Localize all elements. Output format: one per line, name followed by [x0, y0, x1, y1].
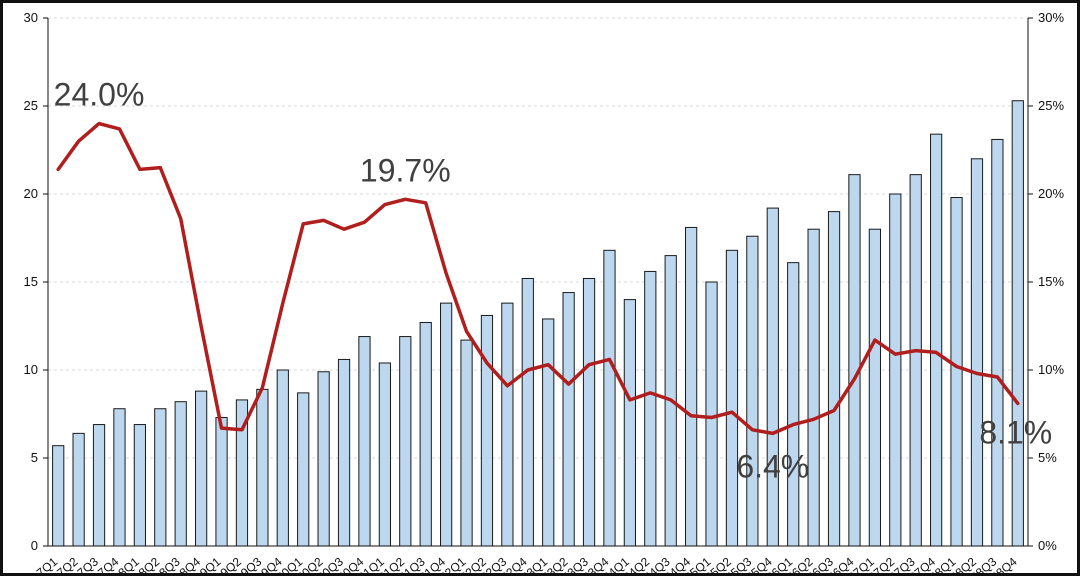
bar	[766, 207, 779, 547]
bar	[113, 408, 126, 547]
bar	[746, 235, 759, 547]
bar	[440, 302, 453, 547]
left-tick-label: 25	[24, 98, 38, 113]
right-tick-label: 0%	[1038, 538, 1057, 553]
bar	[358, 336, 371, 547]
bar	[399, 336, 412, 547]
left-tick-label: 30	[24, 10, 38, 25]
bar	[623, 299, 636, 547]
bar-series	[52, 100, 1024, 547]
bar	[174, 401, 187, 547]
left-tick-label: 0	[31, 538, 38, 553]
growth-line	[56, 121, 1020, 436]
right-tick-label: 15%	[1038, 274, 1064, 289]
right-tick-label: 20%	[1038, 186, 1064, 201]
bar	[848, 174, 861, 547]
bar	[256, 388, 269, 547]
annotation-label: 6.4%	[736, 448, 809, 484]
left-axis-ticks: 0 5 10 15 20 25 30	[24, 10, 38, 553]
bar	[337, 358, 351, 547]
bar	[480, 314, 494, 547]
bar	[215, 417, 228, 547]
left-tick-label: 10	[24, 362, 38, 377]
right-tick-label: 10%	[1038, 362, 1064, 377]
bar	[542, 318, 555, 547]
bar	[970, 158, 984, 547]
left-tick-label: 20	[24, 186, 38, 201]
x-axis-ticks: 17Q117Q217Q317Q418Q118Q218Q318Q419Q119Q2…	[29, 554, 1020, 573]
bar	[378, 362, 391, 547]
bar	[868, 228, 881, 547]
left-tick-label: 15	[24, 274, 38, 289]
bar	[582, 277, 596, 547]
annotation-label: 24.0%	[54, 77, 145, 113]
bar	[807, 228, 820, 547]
right-tick-label: 30%	[1038, 10, 1064, 25]
bar	[827, 211, 841, 547]
bar	[133, 424, 146, 547]
left-tick-label: 5	[31, 450, 38, 465]
bar	[317, 371, 330, 547]
bar	[909, 174, 922, 547]
bar	[787, 262, 800, 547]
bar	[562, 292, 575, 547]
bar	[195, 390, 208, 547]
bar	[154, 408, 167, 547]
annotations: 24.0% 19.7% 6.4% 8.1%	[54, 77, 1053, 485]
bar	[521, 277, 534, 547]
bar	[603, 249, 616, 547]
axes	[43, 17, 1033, 547]
bar	[1011, 100, 1024, 547]
bar	[501, 302, 514, 547]
bar	[644, 270, 657, 547]
bar	[889, 193, 902, 547]
bar	[950, 197, 963, 547]
bar	[930, 133, 943, 547]
bar	[991, 138, 1004, 547]
bar	[419, 321, 432, 547]
bar	[297, 392, 310, 547]
bar	[705, 281, 718, 547]
growth-chart: 0 5 10 15 20 25 30 0% 5% 10% 15% 20% 25% 30% 17Q117Q…	[24, 10, 1065, 573]
bar	[725, 249, 739, 547]
bar	[92, 424, 106, 547]
bar	[52, 445, 65, 547]
right-tick-label: 25%	[1038, 98, 1064, 113]
bar	[276, 369, 289, 547]
bar	[460, 339, 473, 547]
annotation-label: 8.1%	[979, 414, 1052, 450]
annotation-label: 19.7%	[360, 152, 451, 188]
bar	[685, 226, 698, 547]
gridlines	[48, 17, 1028, 459]
line-series	[56, 121, 1020, 436]
right-tick-label: 5%	[1038, 450, 1057, 465]
bar	[72, 432, 85, 547]
right-axis-ticks: 0% 5% 10% 15% 20% 25% 30%	[1038, 10, 1064, 553]
